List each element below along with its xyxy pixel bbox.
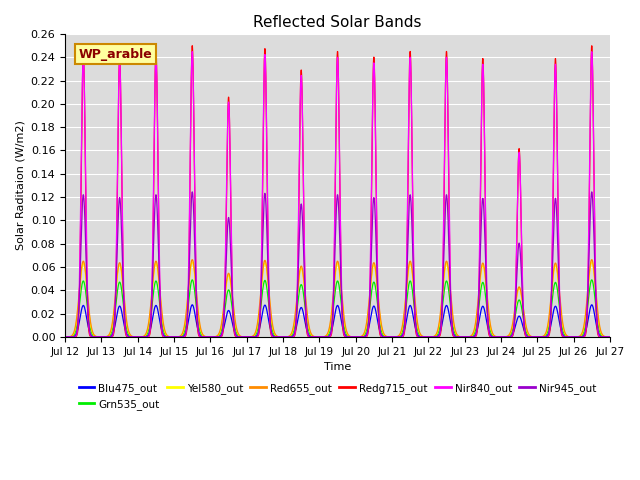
Red655_out <box>606 334 614 340</box>
Line: Red655_out: Red655_out <box>65 260 610 337</box>
Nir945_out <box>294 259 302 264</box>
Nir840_out <box>563 334 570 340</box>
Yel580_out <box>457 334 465 340</box>
Red655_out <box>294 278 302 284</box>
Redg715_out <box>589 118 597 123</box>
Grn535_out <box>320 334 328 340</box>
Blu475_out <box>188 302 196 308</box>
Yel580_out <box>61 334 69 340</box>
Red655_out <box>563 332 570 338</box>
Grn535_out <box>563 333 570 339</box>
Grn535_out <box>589 282 597 288</box>
Redg715_out <box>294 228 302 233</box>
Line: Yel580_out: Yel580_out <box>65 262 610 337</box>
Red655_out <box>188 257 196 263</box>
Redg715_out <box>188 43 196 48</box>
Line: Nir840_out: Nir840_out <box>65 52 610 337</box>
Yel580_out <box>606 334 614 340</box>
Nir945_out <box>291 331 298 337</box>
Yel580_out <box>291 322 298 327</box>
Line: Grn535_out: Grn535_out <box>65 280 610 337</box>
Blu475_out <box>606 334 614 340</box>
Blu475_out <box>563 334 570 340</box>
Redg715_out <box>61 334 69 340</box>
Yel580_out <box>320 334 328 340</box>
Blu475_out <box>589 305 597 311</box>
Blu475_out <box>320 334 328 340</box>
Grn535_out <box>294 294 302 300</box>
Line: Blu475_out: Blu475_out <box>65 305 610 337</box>
Legend: Blu475_out, Grn535_out, Yel580_out, Red655_out, Redg715_out, Nir840_out, Nir945_: Blu475_out, Grn535_out, Yel580_out, Red6… <box>74 378 600 414</box>
Nir945_out <box>589 213 597 219</box>
Nir945_out <box>606 334 614 340</box>
Grn535_out <box>606 334 614 340</box>
Grn535_out <box>457 334 465 340</box>
Redg715_out <box>457 334 465 340</box>
Red655_out <box>589 262 597 268</box>
Redg715_out <box>320 334 328 340</box>
Nir840_out <box>294 214 302 219</box>
Red655_out <box>291 319 298 325</box>
Nir945_out <box>320 334 328 340</box>
Redg715_out <box>291 334 298 339</box>
Grn535_out <box>188 277 196 283</box>
Blu475_out <box>291 331 298 337</box>
Text: WP_arable: WP_arable <box>79 48 152 60</box>
Grn535_out <box>291 326 298 332</box>
Yel580_out <box>294 281 302 287</box>
Line: Redg715_out: Redg715_out <box>65 46 610 337</box>
Nir840_out <box>589 112 597 118</box>
Red655_out <box>457 334 465 340</box>
Blu475_out <box>457 334 465 340</box>
Red655_out <box>320 334 328 339</box>
Blu475_out <box>294 313 302 319</box>
Nir840_out <box>61 334 69 340</box>
Blu475_out <box>61 334 69 340</box>
Redg715_out <box>563 334 570 340</box>
Yel580_out <box>589 265 597 271</box>
Red655_out <box>61 334 69 340</box>
Nir945_out <box>188 189 196 195</box>
Nir840_out <box>457 334 465 340</box>
Nir840_out <box>320 334 328 340</box>
Y-axis label: Solar Raditaion (W/m2): Solar Raditaion (W/m2) <box>15 120 25 251</box>
Nir945_out <box>61 334 69 340</box>
Nir840_out <box>606 334 614 340</box>
Redg715_out <box>606 334 614 340</box>
Yel580_out <box>188 259 196 265</box>
Nir840_out <box>188 49 196 55</box>
Nir945_out <box>563 334 570 340</box>
Nir840_out <box>291 333 298 338</box>
Line: Nir945_out: Nir945_out <box>65 192 610 337</box>
Title: Reflected Solar Bands: Reflected Solar Bands <box>253 15 422 30</box>
Grn535_out <box>61 334 69 340</box>
Nir945_out <box>457 334 465 340</box>
X-axis label: Time: Time <box>324 362 351 372</box>
Yel580_out <box>563 333 570 338</box>
